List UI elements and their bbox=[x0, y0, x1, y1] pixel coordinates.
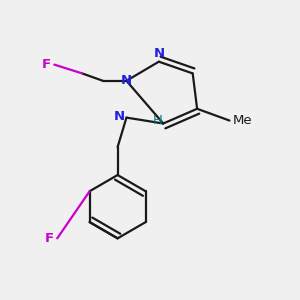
Text: N: N bbox=[114, 110, 125, 123]
Text: Me: Me bbox=[232, 114, 252, 127]
Text: N: N bbox=[121, 74, 132, 87]
Text: H: H bbox=[153, 114, 163, 127]
Text: N: N bbox=[153, 47, 164, 60]
Text: F: F bbox=[42, 58, 51, 71]
Text: F: F bbox=[45, 232, 54, 245]
